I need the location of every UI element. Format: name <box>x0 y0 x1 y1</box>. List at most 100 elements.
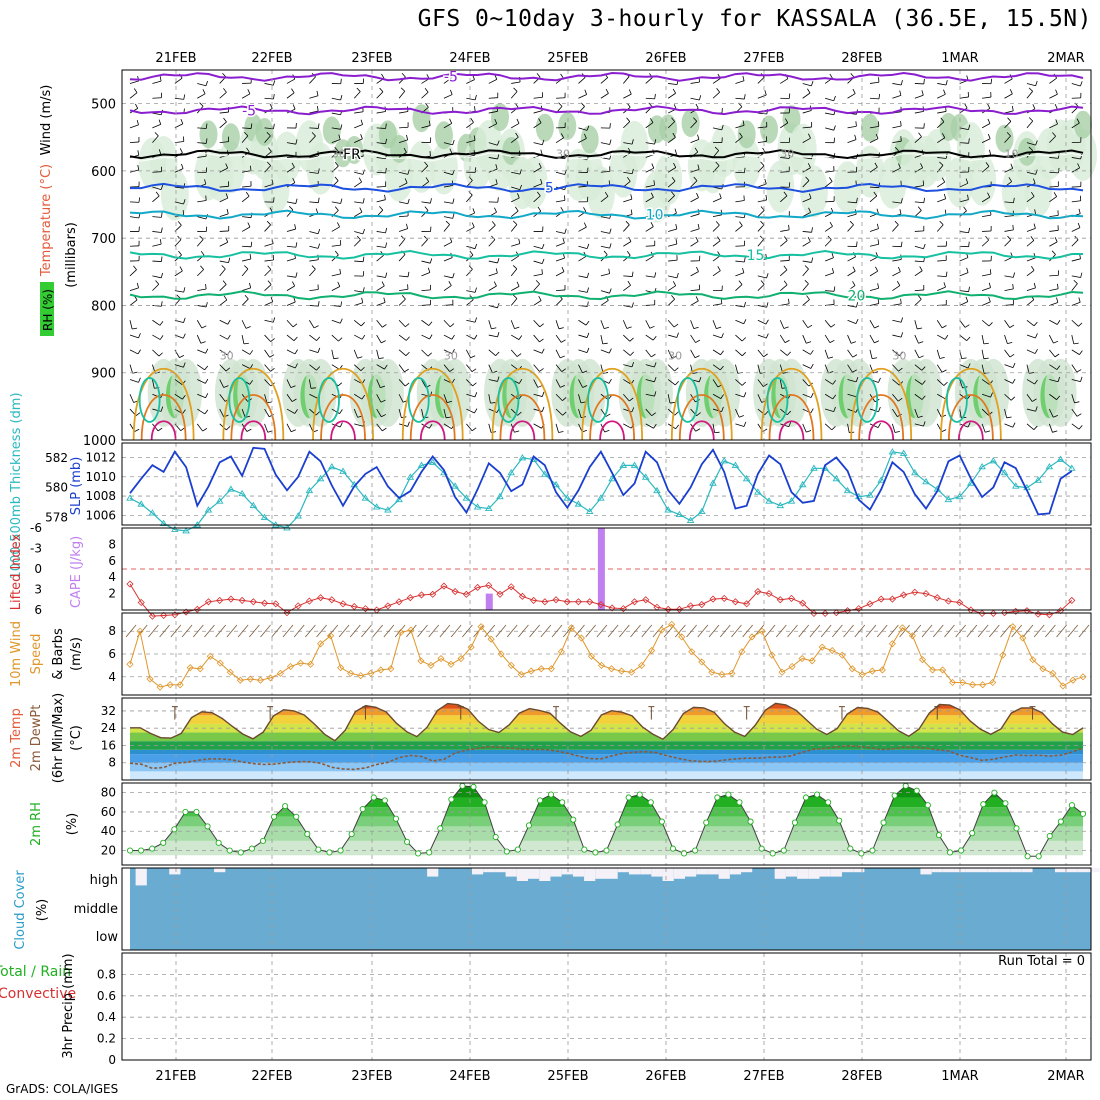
wind-barb <box>292 281 296 287</box>
cape-bar <box>597 528 605 610</box>
wind-barb <box>981 196 990 203</box>
wind-barb <box>398 319 406 328</box>
wind-barb <box>511 81 521 84</box>
lifted-index-point <box>888 595 896 603</box>
temp-line <box>130 702 1084 742</box>
wind-barb <box>1026 91 1033 99</box>
wind-barb <box>510 91 518 99</box>
wind-barb <box>981 138 991 144</box>
wind-barb <box>983 357 989 360</box>
wind-barb <box>249 350 254 355</box>
wind-barb <box>1078 208 1081 214</box>
cloud-high-clear <box>841 868 854 873</box>
wind-barb <box>1049 171 1059 174</box>
wind-barb <box>847 285 856 291</box>
wind-barb <box>824 181 833 188</box>
lifted-index-point <box>989 609 997 617</box>
thickness-point <box>731 461 740 468</box>
wind-barb <box>443 185 453 188</box>
wind-barb <box>939 357 945 359</box>
wind-barb <box>578 245 588 250</box>
wind-barb <box>586 243 590 249</box>
wind-barb <box>227 319 231 325</box>
cloud-high-clear <box>987 868 999 873</box>
rh-point <box>980 801 987 808</box>
wind-barb <box>671 355 677 359</box>
wind-barb <box>219 268 226 277</box>
lifted-index-point <box>900 591 908 599</box>
wind-speed-point <box>617 667 626 675</box>
wind-speed-point <box>848 665 856 673</box>
wind-barb <box>541 348 545 354</box>
rh-point <box>891 792 898 799</box>
cloud-high-clear <box>662 868 674 881</box>
wind-barb <box>690 241 699 247</box>
wind-barb <box>360 322 365 327</box>
rh-point <box>1057 818 1064 825</box>
wind-barb-10m <box>1056 624 1067 638</box>
wind-barb <box>757 394 763 403</box>
wind-barb <box>623 241 632 247</box>
wind-barb <box>1004 320 1011 328</box>
wind-barb <box>516 281 520 287</box>
axis-label-temperature: Temperature (°C) <box>39 164 54 277</box>
cloud-high-clear <box>853 868 865 873</box>
wind-barb <box>623 121 631 129</box>
boundary-contour <box>320 394 366 441</box>
wind-barb <box>717 236 721 241</box>
wind-barb <box>246 428 252 432</box>
wind-barb <box>1004 364 1014 369</box>
precip-run-total: Run Total = 0 <box>998 954 1085 969</box>
wind-barb <box>806 341 812 344</box>
wind-barb <box>649 325 655 329</box>
wind-speed-point <box>969 681 977 689</box>
wind-barb <box>398 171 408 175</box>
wind-barb <box>470 118 474 123</box>
temp-tick: 8 <box>108 756 116 770</box>
wind-barb <box>273 93 275 100</box>
cape-tick: 6 <box>108 554 116 568</box>
wind-barb <box>1004 110 1014 114</box>
wind-barb <box>562 238 565 244</box>
wind-barb <box>693 117 698 122</box>
wind-barb <box>645 349 652 358</box>
wind-barb <box>1071 334 1075 344</box>
wind-barb <box>968 138 970 144</box>
wind-barb <box>922 180 925 186</box>
wind-barb <box>645 423 654 429</box>
wind-barb <box>578 334 588 338</box>
wind-barb <box>695 339 701 343</box>
wind-barb <box>407 271 410 277</box>
wind-barb <box>452 198 455 204</box>
wind-barb <box>1035 406 1038 412</box>
wind-barb <box>784 118 789 124</box>
rh-point <box>592 849 599 856</box>
wind-barb <box>937 259 947 262</box>
rh-shade <box>434 121 453 150</box>
wind-barb <box>875 133 879 139</box>
wind-barb <box>242 216 252 219</box>
wind-barb <box>407 169 410 175</box>
wind-barb <box>561 368 567 372</box>
wind-barb-10m <box>551 624 563 638</box>
wind-barb <box>1071 157 1081 160</box>
wind-barb <box>564 228 567 234</box>
wind-barb <box>981 379 990 385</box>
wind-barb <box>427 267 431 273</box>
wind-barb <box>1049 93 1058 99</box>
wind-barb <box>518 335 523 340</box>
wind-speed-point <box>427 661 435 669</box>
wind-barb <box>1004 201 1014 204</box>
wind-barb <box>921 366 926 371</box>
wind-barb <box>340 78 342 84</box>
wind-barb <box>937 111 947 114</box>
wind-barb <box>533 245 543 250</box>
wind-barb <box>1033 223 1036 229</box>
wind-barb <box>850 73 855 78</box>
wind-barb <box>405 323 410 328</box>
wind-barb <box>360 119 363 125</box>
wind-barb <box>174 201 184 205</box>
isotherm-line <box>129 152 1084 162</box>
wind-barb <box>757 224 765 232</box>
wind-barb <box>578 94 587 99</box>
